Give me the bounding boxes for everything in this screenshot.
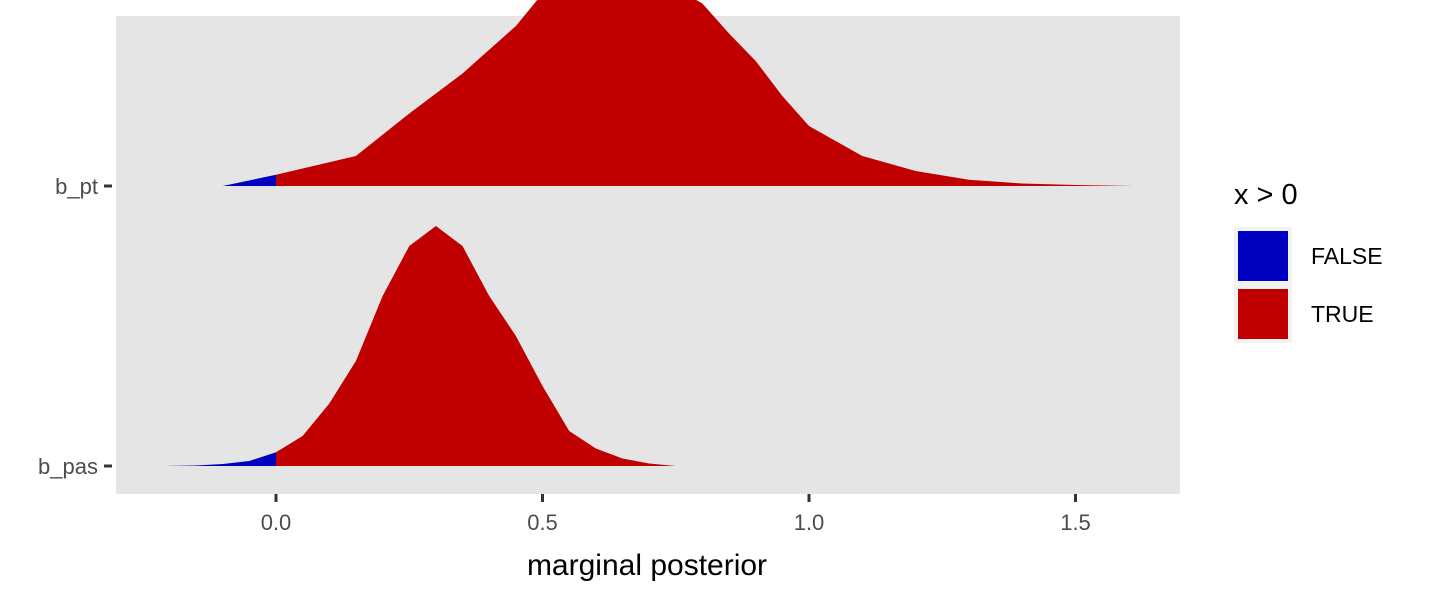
ridge-b_pas-true-area (276, 226, 676, 466)
x-tick-label-0.0: 0.0 (261, 510, 292, 535)
legend: x > 0 FALSE TRUE (1234, 179, 1383, 343)
x-axis: 0.0 0.5 1.0 1.5 (261, 494, 1091, 535)
legend-label-true: TRUE (1311, 301, 1374, 327)
y-tick-label-b_pt: b_pt (55, 174, 98, 199)
x-tick-label-1.5: 1.5 (1060, 510, 1091, 535)
legend-entries: FALSE TRUE (1234, 227, 1383, 343)
ridges-layer (164, 0, 1135, 466)
legend-title: x > 0 (1234, 179, 1298, 211)
ridge-b_pt-true-area (276, 0, 1135, 186)
x-tick-label-0.5: 0.5 (527, 510, 558, 535)
y-tick-label-b_pas: b_pas (38, 454, 98, 479)
legend-swatch-true (1238, 289, 1288, 339)
x-tick-label-1.0: 1.0 (794, 510, 825, 535)
y-axis: b_pt b_pas (38, 174, 112, 479)
legend-swatch-false (1238, 231, 1288, 281)
legend-label-false: FALSE (1311, 243, 1383, 269)
x-axis-title: marginal posterior (527, 549, 767, 582)
ridge-b_pt-false-area (222, 174, 276, 186)
ridge-b_pas-false-area (164, 452, 276, 466)
